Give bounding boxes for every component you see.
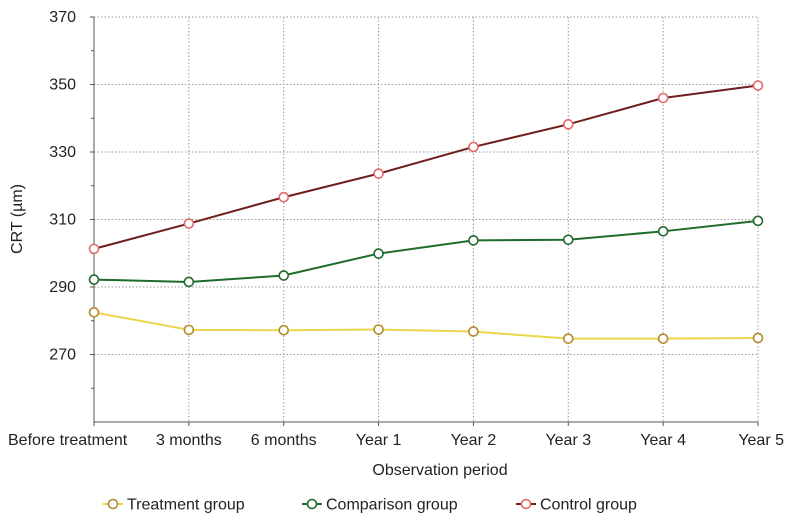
y-axis-title: CRT (µm)	[9, 184, 26, 254]
y-tick-label: 330	[49, 144, 76, 161]
data-point	[657, 226, 669, 237]
data-point	[278, 191, 290, 203]
data-point	[752, 215, 764, 227]
data-point	[278, 270, 290, 281]
data-point	[562, 333, 574, 344]
legend-label: Comparison group	[326, 497, 458, 514]
y-tick-label: 370	[49, 9, 76, 26]
x-tick-label: 3 months	[156, 432, 222, 449]
series-lines	[88, 80, 764, 344]
data-point	[657, 92, 669, 104]
x-tick-label: Year 1	[356, 432, 402, 449]
data-point	[183, 324, 195, 336]
x-tick-label: Year 3	[545, 432, 591, 449]
series-line	[93, 84, 759, 250]
x-tick-label: Year 2	[451, 432, 497, 449]
data-point	[88, 243, 100, 255]
x-tick-label: Year 4	[640, 432, 686, 449]
data-point	[562, 234, 574, 246]
x-tick-label: Before treatment	[8, 432, 128, 449]
y-tick-label: 270	[49, 347, 76, 364]
y-tick-label: 350	[49, 77, 76, 94]
data-point	[752, 80, 764, 91]
y-tick-label: 290	[49, 279, 76, 296]
x-tick-label: 6 months	[251, 432, 317, 449]
x-axis-title: Observation period	[372, 462, 507, 479]
data-point	[373, 168, 384, 179]
data-point	[468, 235, 479, 246]
legend-swatch-marker	[107, 498, 119, 510]
series-line	[93, 311, 759, 340]
legend-label: Treatment group	[127, 497, 245, 514]
data-point	[468, 141, 479, 153]
x-tick-label: Year 5	[738, 432, 784, 449]
data-point	[468, 326, 479, 337]
legend-label: Control group	[540, 497, 637, 514]
data-point	[278, 324, 290, 336]
gridlines	[93, 16, 759, 422]
legend-swatch-marker	[520, 498, 532, 510]
data-point	[562, 119, 574, 130]
data-point	[373, 248, 384, 259]
data-point	[752, 332, 764, 344]
legend: Treatment group Comparison group Control g…	[103, 497, 637, 514]
data-point	[183, 218, 195, 229]
data-point	[657, 333, 669, 344]
series-line	[93, 219, 759, 283]
data-point	[373, 324, 384, 335]
y-ticks: 270 290 310 330 350 370	[49, 9, 94, 389]
legend-swatch-marker	[306, 498, 318, 510]
y-tick-label: 310	[49, 212, 76, 229]
data-point	[88, 274, 100, 285]
data-point	[183, 276, 195, 288]
data-point	[88, 307, 100, 318]
x-ticks: Before treatment 3 months 6 months Year 1 Ye…	[8, 422, 784, 449]
